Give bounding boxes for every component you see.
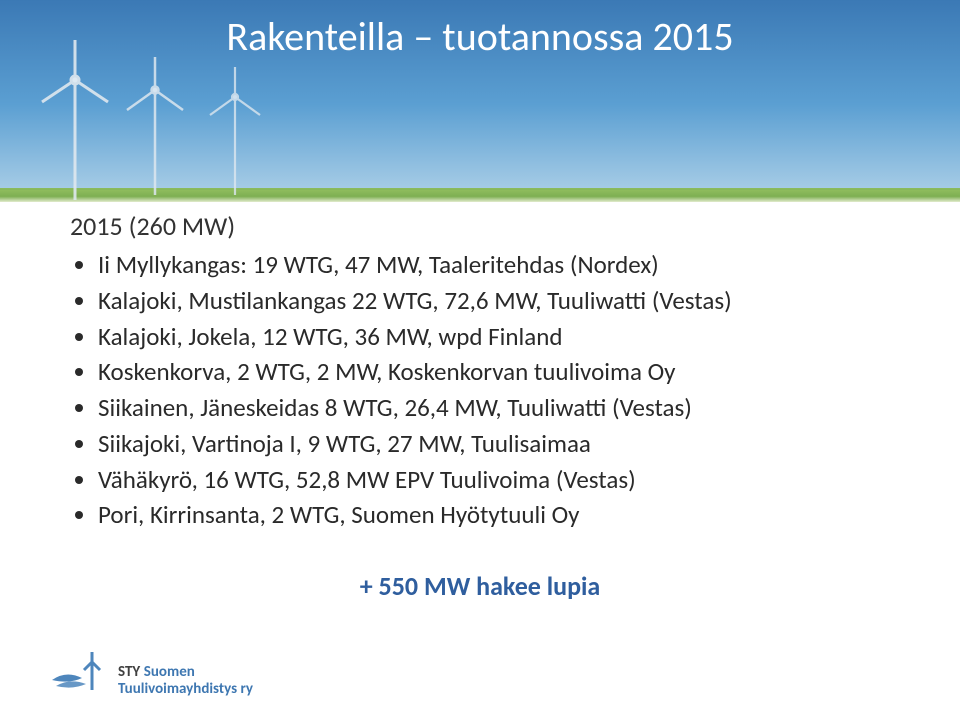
- list-item: Kalajoki, Mustilankangas 22 WTG, 72,6 MW…: [98, 284, 900, 318]
- slide: Rakenteilla – tuotannossa 2015 2015 (260…: [0, 0, 960, 720]
- lead-line: 2015 (260 MW): [70, 210, 900, 242]
- content-block: 2015 (260 MW) Ii Myllykangas: 19 WTG, 47…: [70, 210, 900, 534]
- list-item: Vähäkyrö, 16 WTG, 52,8 MW EPV Tuulivoima…: [98, 463, 900, 497]
- bullet-list: Ii Myllykangas: 19 WTG, 47 MW, Taalerite…: [70, 248, 900, 532]
- list-item: Siikainen, Jäneskeidas 8 WTG, 26,4 MW, T…: [98, 391, 900, 425]
- list-item: Koskenkorva, 2 WTG, 2 MW, Koskenkorvan t…: [98, 355, 900, 389]
- list-item: Siikajoki, Vartinoja I, 9 WTG, 27 MW, Tu…: [98, 427, 900, 461]
- wind-turbine-icon: [115, 55, 195, 195]
- slide-title: Rakenteilla – tuotannossa 2015: [0, 12, 960, 61]
- list-item: Ii Myllykangas: 19 WTG, 47 MW, Taalerite…: [98, 248, 900, 282]
- wind-turbine-icon: [200, 65, 270, 195]
- logo-text: STY Suomen Tuulivoimayhdistys ry: [118, 664, 253, 698]
- footer-note: + 550 MW hakee lupia: [0, 570, 960, 602]
- organization-logo: STY Suomen Tuulivoimayhdistys ry: [48, 650, 253, 698]
- logo-acronym: STY: [118, 663, 140, 681]
- list-item: Pori, Kirrinsanta, 2 WTG, Suomen Hyötytu…: [98, 498, 900, 532]
- list-item: Kalajoki, Jokela, 12 WTG, 36 MW, wpd Fin…: [98, 320, 900, 354]
- wind-turbine-icon: [30, 40, 120, 200]
- logo-mark-icon: [48, 650, 108, 698]
- logo-line2: Tuulivoimayhdistys ry: [118, 680, 253, 698]
- logo-line1: Suomen: [144, 663, 195, 681]
